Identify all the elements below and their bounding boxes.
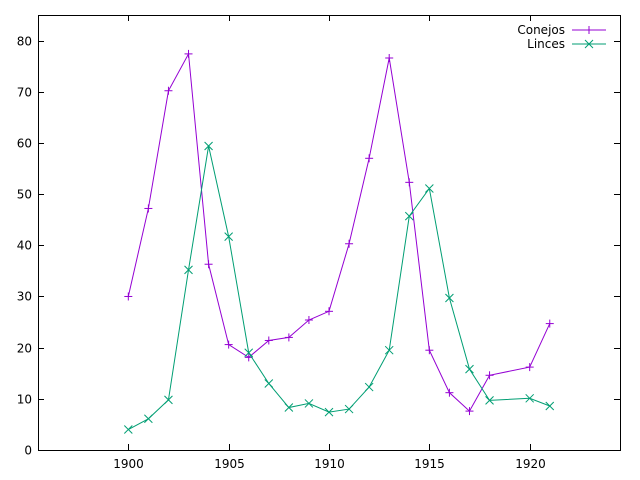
data-point <box>184 49 193 58</box>
data-point <box>144 414 153 424</box>
series-line <box>128 145 550 430</box>
data-point <box>465 407 474 416</box>
data-point <box>405 178 414 187</box>
data-point <box>425 346 434 355</box>
data-point <box>424 184 434 193</box>
y-tick-label: 10 <box>17 393 32 407</box>
legend-marker <box>584 39 594 49</box>
series-conejos <box>124 49 554 416</box>
data-point <box>365 154 374 163</box>
y-tick-label: 60 <box>17 137 32 151</box>
x-tick-label: 1920 <box>515 457 546 471</box>
series-layer <box>123 49 555 434</box>
data-point <box>385 53 394 62</box>
data-point <box>164 86 173 95</box>
legend-entry: Linces <box>527 37 606 51</box>
data-point <box>364 382 374 392</box>
data-point <box>485 396 494 405</box>
data-point <box>264 379 274 388</box>
data-point <box>344 404 354 414</box>
x-tick-label: 1915 <box>414 457 445 471</box>
x-tick-label: 1910 <box>314 457 345 471</box>
data-point <box>384 345 394 355</box>
data-point <box>545 319 554 328</box>
data-point <box>204 260 213 269</box>
data-point <box>144 204 153 213</box>
data-point <box>124 292 133 301</box>
y-tick-label: 70 <box>17 86 32 100</box>
legend-marker <box>585 26 593 34</box>
series-line <box>127 52 551 412</box>
y-tick-label: 30 <box>17 290 32 304</box>
y-tick-label: 40 <box>17 239 32 253</box>
data-point <box>325 307 333 316</box>
x-tick-label: 1905 <box>214 457 245 471</box>
data-point <box>485 371 494 380</box>
data-point <box>264 336 273 345</box>
data-point <box>204 141 213 151</box>
data-point <box>184 265 193 275</box>
legend-label: Conejos <box>517 23 565 37</box>
data-point <box>304 316 313 325</box>
data-point <box>284 403 294 412</box>
data-point <box>244 348 254 358</box>
data-point <box>445 388 454 397</box>
data-point <box>525 393 535 403</box>
y-tick-label: 80 <box>17 35 32 49</box>
data-point <box>284 333 293 342</box>
data-point <box>224 232 234 241</box>
data-point <box>324 407 334 417</box>
data-point <box>525 363 534 372</box>
y-tick-label: 50 <box>17 188 32 202</box>
data-point <box>545 401 555 411</box>
plot-frame <box>38 15 621 451</box>
series-linces <box>123 141 555 434</box>
x-tick-label: 1900 <box>113 457 144 471</box>
data-point <box>445 293 454 303</box>
legend-entry: Conejos <box>517 23 606 37</box>
data-point <box>304 399 314 408</box>
data-point <box>465 364 474 374</box>
y-tick-label: 0 <box>24 444 32 458</box>
data-point <box>345 239 354 248</box>
data-point <box>224 340 233 349</box>
axes: 0 10 20 30 40 50 60 70 80 1900 1905 1910 1915 1920 <box>17 15 620 471</box>
data-point <box>123 425 133 434</box>
data-point <box>164 395 173 405</box>
data-point <box>404 211 414 221</box>
legend-label: Linces <box>527 37 565 51</box>
y-tick-label: 20 <box>17 342 32 356</box>
